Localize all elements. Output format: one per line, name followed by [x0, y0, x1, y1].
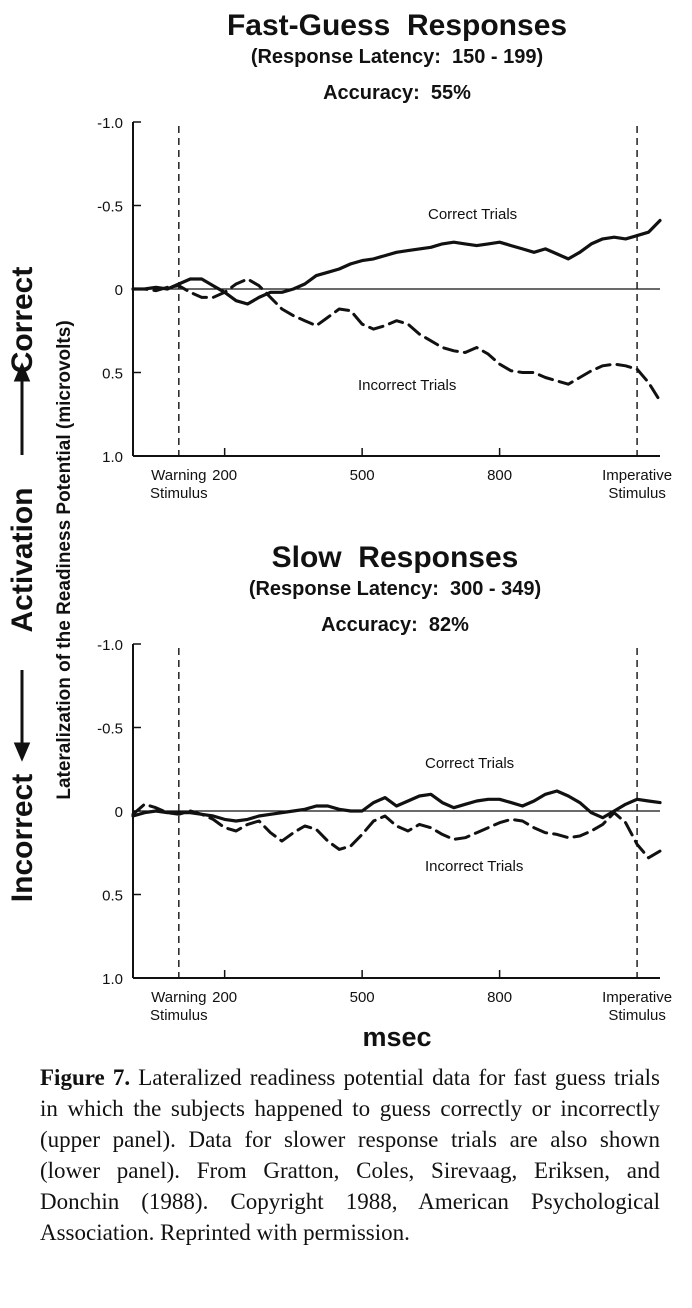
caption-figure-number: Figure 7.	[40, 1065, 131, 1090]
x-tick-label: 200	[212, 467, 237, 484]
x-tick-label: 500	[350, 989, 375, 1006]
warning-stimulus-label: Stimulus	[150, 1007, 208, 1024]
y-tick-label: 1.0	[102, 449, 123, 466]
y-tick-label: 0	[115, 282, 123, 299]
incorrect-trials-label: Incorrect Trials	[358, 377, 456, 394]
y-tick-label: 1.0	[102, 971, 123, 988]
incorrect-trials-line	[131, 802, 662, 860]
y-tick-label: -0.5	[97, 199, 123, 216]
x-tick-label: 200	[212, 989, 237, 1006]
panel-fast-guess: Fast-Guess Responses (Response Latency: …	[97, 9, 672, 502]
caption-text: Lateralized readiness potential data for…	[40, 1065, 660, 1245]
figure-caption: Figure 7. Lateralized readiness potentia…	[40, 1062, 660, 1248]
y-tick-label: 0.5	[102, 366, 123, 383]
y-tick-label: -1.0	[97, 637, 123, 654]
x-tick-label: 800	[487, 467, 512, 484]
axis-label-correct: Correct	[6, 267, 39, 374]
imperative-stimulus-label: Stimulus	[608, 1007, 666, 1024]
axis-label-activation: Activation	[6, 487, 39, 632]
correct-trials-line	[131, 789, 662, 823]
chart-title: Slow Responses	[272, 541, 519, 574]
x-axis-label: msec	[362, 1022, 431, 1052]
imperative-stimulus-label: Stimulus	[608, 485, 666, 502]
chart-subtitle: (Response Latency: 150 - 199)	[251, 46, 543, 68]
correct-trials-label: Correct Trials	[428, 206, 517, 223]
imperative-stimulus-label: Imperative	[602, 989, 672, 1006]
x-tick-label: 800	[487, 989, 512, 1006]
x-tick-label: 500	[350, 467, 375, 484]
imperative-stimulus-label: Imperative	[602, 467, 672, 484]
y-tick-label: 0	[115, 804, 123, 821]
y-tick-label: -1.0	[97, 115, 123, 132]
correct-trials-line	[131, 218, 662, 306]
chart-title: Fast-Guess Responses	[227, 9, 567, 42]
correct-trials-label: Correct Trials	[425, 755, 514, 772]
warning-stimulus-label: Warning	[151, 467, 206, 484]
axis-label-incorrect: Incorrect	[6, 774, 39, 902]
panel-slow: Slow Responses (Response Latency: 300 - …	[97, 541, 672, 1024]
accuracy-label: Accuracy: 82%	[321, 614, 469, 636]
warning-stimulus-label: Stimulus	[150, 485, 208, 502]
y-tick-label: -0.5	[97, 721, 123, 738]
chart-subtitle: (Response Latency: 300 - 349)	[249, 578, 541, 600]
activation-arrows	[13, 362, 31, 762]
accuracy-label: Accuracy: 55%	[323, 82, 471, 104]
y-axis-label: Lateralization of the Readiness Potentia…	[54, 320, 75, 799]
incorrect-trials-label: Incorrect Trials	[425, 858, 523, 875]
incorrect-trials-line	[131, 277, 662, 403]
y-tick-label: 0.5	[102, 888, 123, 905]
warning-stimulus-label: Warning	[151, 989, 206, 1006]
